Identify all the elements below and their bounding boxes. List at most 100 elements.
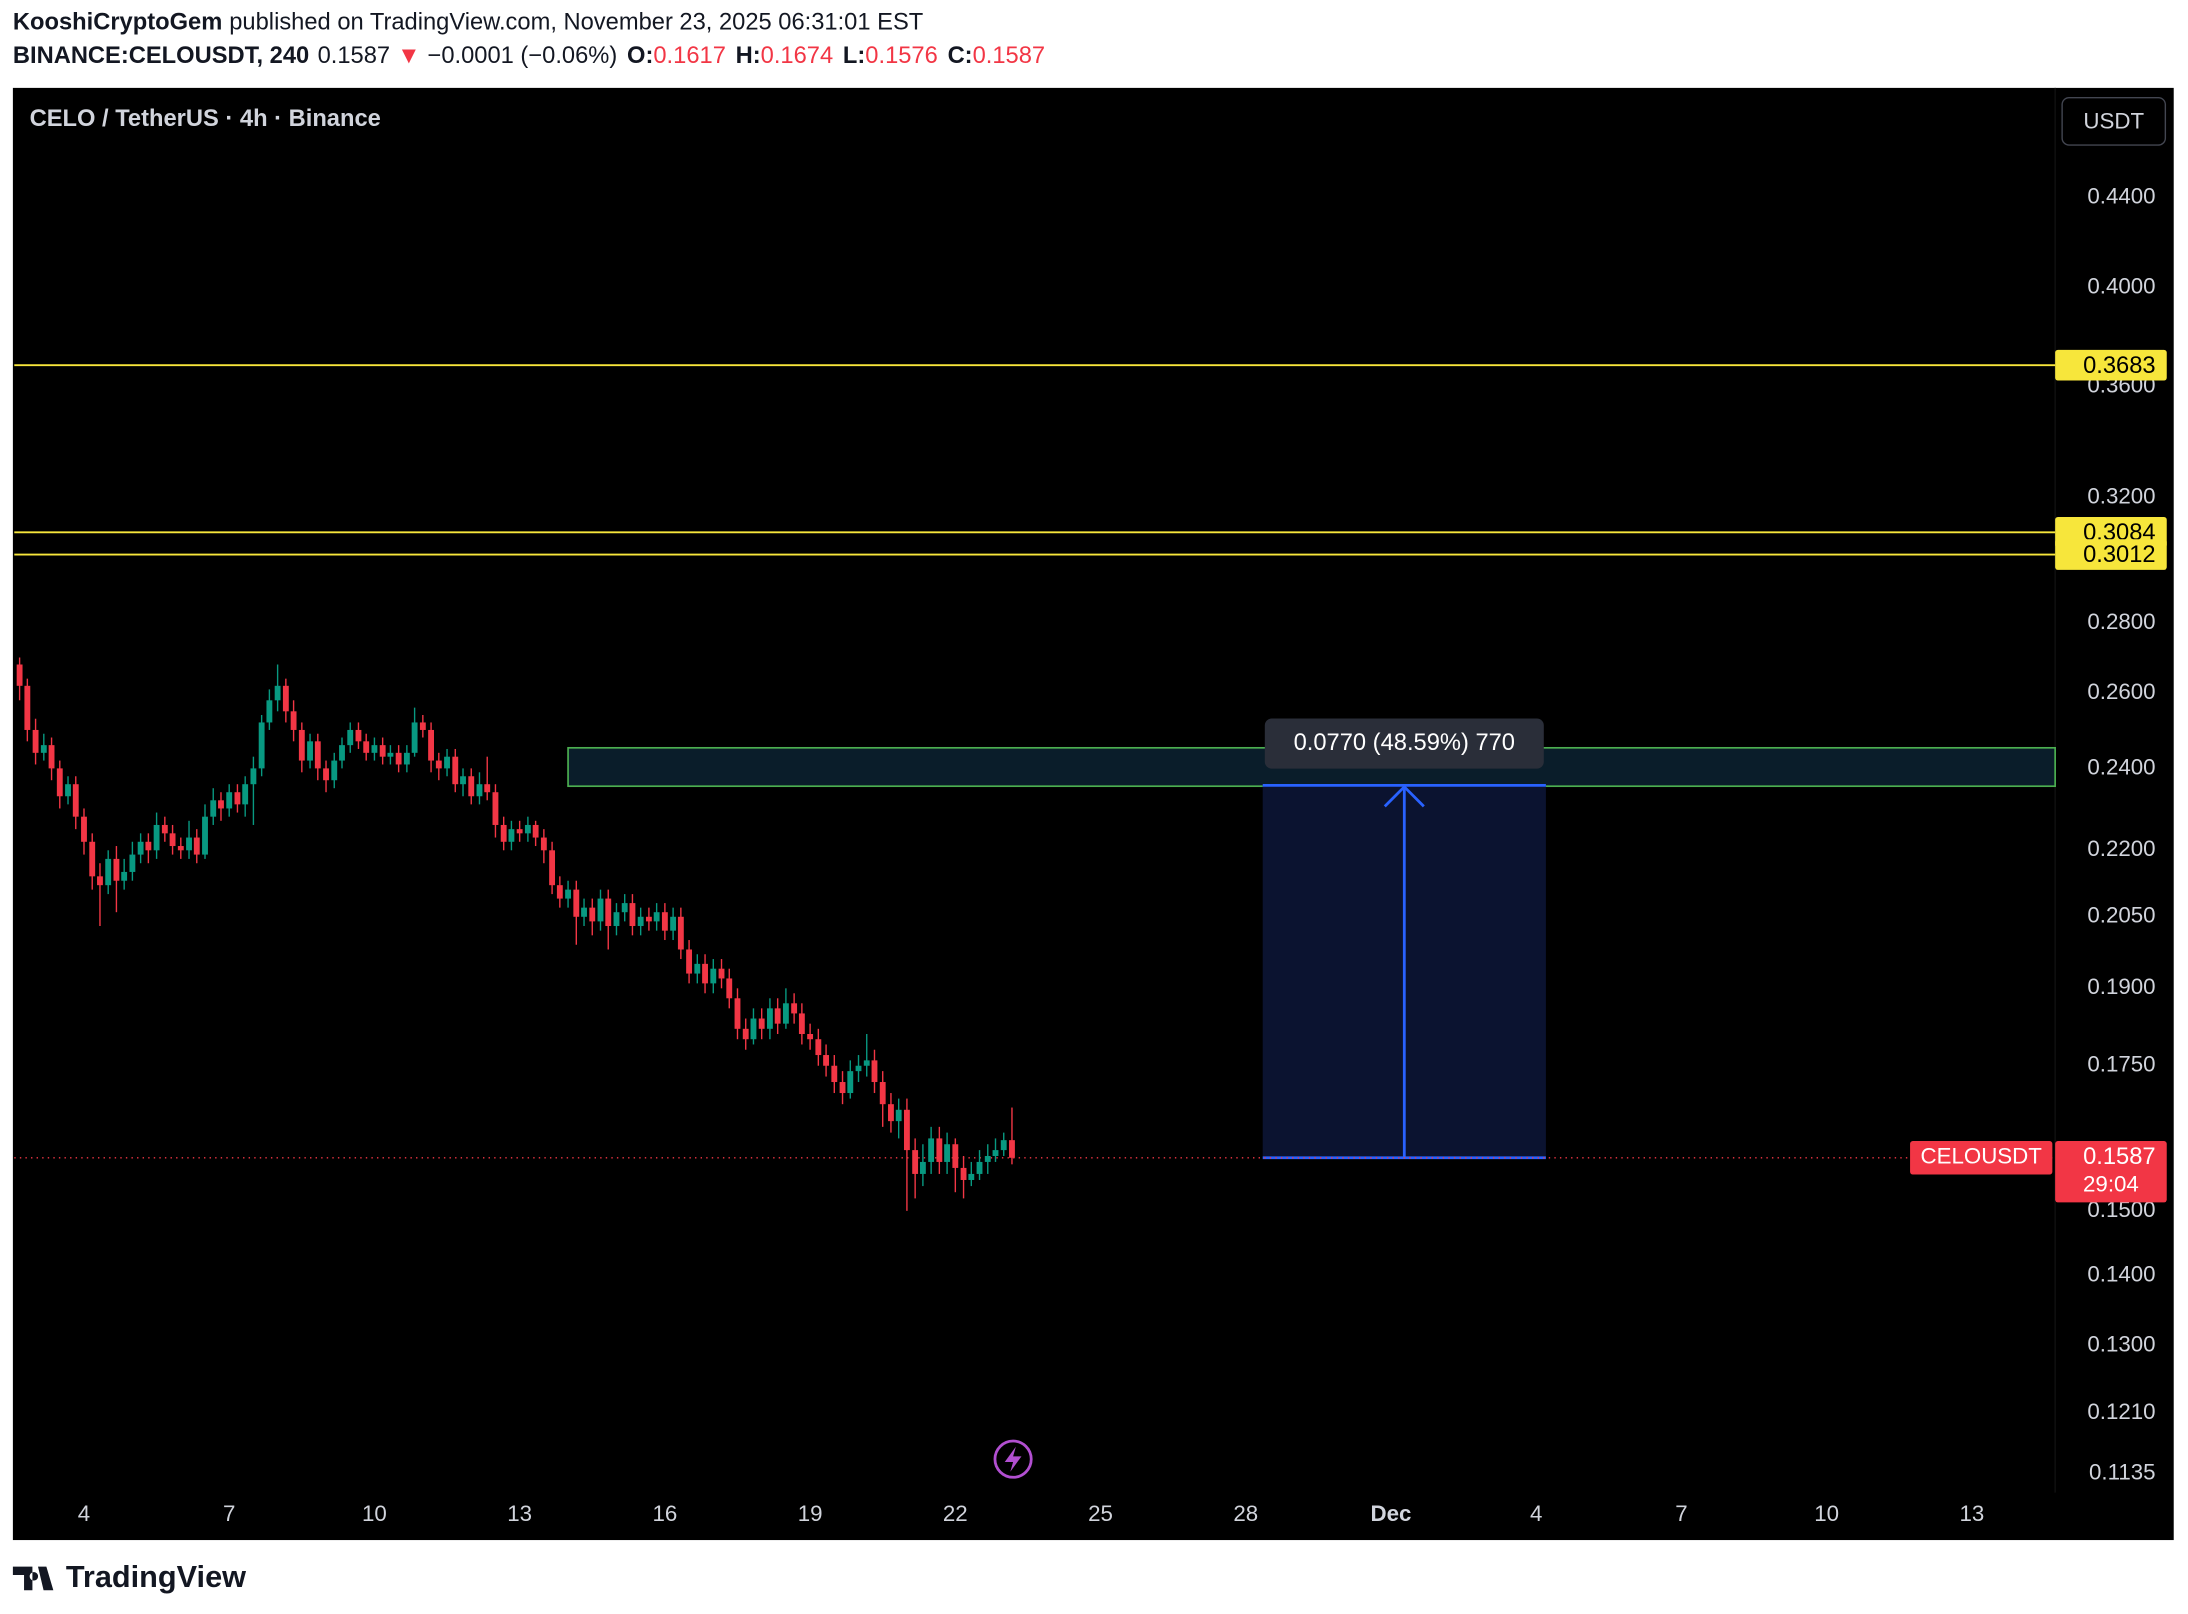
- candle-body: [613, 912, 620, 927]
- candle-body: [839, 1082, 846, 1094]
- candle-body: [282, 685, 289, 712]
- candle-body: [314, 741, 321, 769]
- header-line: KooshiCryptoGem published on TradingView.…: [13, 10, 923, 36]
- candle-body: [250, 768, 257, 785]
- c-value: 0.1587: [973, 43, 1046, 69]
- candle-body: [24, 685, 31, 730]
- candle-body: [16, 664, 23, 686]
- last-price-name: CELOUSDT: [1921, 1144, 2043, 1169]
- candle-body: [782, 1003, 789, 1024]
- candle-body: [266, 700, 273, 723]
- author: KooshiCryptoGem: [13, 10, 222, 36]
- candle-body: [161, 824, 168, 834]
- level-price-label: 0.3012: [2083, 542, 2156, 568]
- icon-ring: [993, 1439, 1033, 1479]
- candle-body: [444, 756, 450, 769]
- candle-body: [193, 837, 200, 855]
- candle-body: [637, 916, 644, 927]
- alert-icon[interactable]: [993, 1439, 1033, 1479]
- candle-body: [56, 768, 63, 797]
- candle-body: [888, 1104, 894, 1122]
- symbol: BINANCE:CELOUSDT, 240: [13, 43, 309, 69]
- candle-body: [460, 776, 466, 785]
- candle-body: [581, 907, 587, 917]
- candle-body: [573, 889, 580, 917]
- candle-body: [807, 1034, 814, 1040]
- x-tick-label: 22: [943, 1501, 968, 1526]
- candle-body: [556, 885, 563, 899]
- candle-body: [549, 850, 556, 886]
- candle-body: [234, 792, 241, 805]
- l-value: 0.1576: [865, 43, 938, 69]
- x-tick-label: 13: [1959, 1501, 1984, 1526]
- level-price-box: [2055, 539, 2167, 570]
- arrow: ▼: [397, 43, 420, 69]
- candle-body: [452, 756, 459, 785]
- candle-body: [331, 760, 338, 781]
- candle-body: [516, 829, 523, 834]
- x-tick-label: 13: [507, 1501, 532, 1526]
- candle-body: [186, 837, 192, 851]
- candle-body: [847, 1071, 854, 1094]
- y-tick-label: 0.2600: [2087, 679, 2155, 704]
- x-tick-label: 19: [798, 1501, 823, 1526]
- candle-body: [339, 745, 345, 761]
- candle-body: [355, 729, 362, 742]
- candle-body: [121, 871, 128, 881]
- candle-body: [871, 1060, 878, 1083]
- x-tick-label: 7: [1675, 1501, 1687, 1526]
- countdown: 29:04: [2083, 1172, 2139, 1197]
- chart-panel: [12, 87, 2174, 1541]
- y-tick-label: 0.1400: [2087, 1262, 2155, 1287]
- candle-body: [710, 968, 717, 984]
- candle-body: [484, 784, 491, 793]
- candle-body: [976, 1161, 983, 1174]
- currency-button[interactable]: [2061, 96, 2167, 146]
- candle-body: [363, 741, 370, 753]
- candle-body: [307, 741, 313, 761]
- candle-body: [758, 1018, 765, 1029]
- candle-body: [629, 903, 636, 927]
- candle-body: [540, 837, 547, 851]
- x-tick-label: 16: [652, 1501, 677, 1526]
- candle-body: [960, 1167, 967, 1180]
- candle-body: [928, 1138, 935, 1162]
- candle-body: [936, 1138, 943, 1162]
- h-value: 0.1674: [761, 43, 834, 69]
- level-price-box: [2055, 349, 2167, 381]
- candle-body: [476, 784, 483, 797]
- currency-label: USDT: [2083, 109, 2144, 134]
- x-tick-label: 10: [362, 1501, 387, 1526]
- candle-body: [411, 722, 418, 753]
- y-tick-label: 0.3200: [2087, 483, 2155, 508]
- candle-body: [1009, 1140, 1015, 1158]
- y-tick-label: 0.2050: [2087, 903, 2155, 928]
- candle-body: [798, 1013, 805, 1035]
- candle-body: [944, 1144, 951, 1162]
- candle-body: [371, 745, 378, 753]
- candle-body: [428, 729, 434, 761]
- y-tick-label: 0.2200: [2087, 836, 2155, 861]
- published: published on TradingView.com, November 2…: [229, 10, 923, 36]
- candle-body: [726, 978, 733, 999]
- logo-mark: [12, 1566, 54, 1591]
- candle-body: [210, 800, 217, 817]
- candle-body: [565, 889, 571, 899]
- candle-body: [298, 729, 305, 761]
- candle-body: [468, 776, 475, 797]
- candle-body: [347, 729, 354, 746]
- candle-body: [661, 912, 668, 931]
- x-tick-label: 25: [1088, 1501, 1113, 1526]
- measure-arrowhead: [1383, 784, 1425, 808]
- l-label: L:: [843, 43, 865, 69]
- candle-body: [879, 1082, 886, 1105]
- candle-body: [597, 898, 604, 922]
- candle-body: [686, 949, 693, 974]
- candle-body: [718, 968, 725, 979]
- candle-body: [645, 916, 652, 922]
- candle-body: [863, 1060, 870, 1066]
- candle-body: [500, 824, 507, 842]
- chart-title: CELO / TetherUS · 4h · Binance: [30, 106, 381, 132]
- candle-body: [589, 907, 596, 922]
- candle-body: [169, 833, 176, 847]
